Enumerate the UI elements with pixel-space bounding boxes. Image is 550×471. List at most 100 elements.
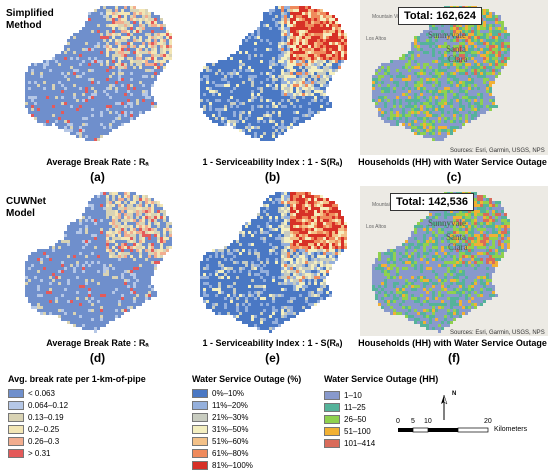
map-cell [414,108,417,111]
map-cell [266,21,269,24]
map-cell [70,57,73,60]
map-cell [317,87,320,90]
map-cell [468,42,471,45]
map-cell [82,231,85,234]
map-cell [254,129,257,132]
map-cell [257,117,260,120]
map-cell [212,111,215,114]
map-cell [251,96,254,99]
map-cell [474,24,477,27]
map-cell [236,96,239,99]
map-cell [79,231,82,234]
map-cell [299,102,302,105]
map-cell [384,87,387,90]
map-cell [206,78,209,81]
map-cell [230,81,233,84]
map-cell [64,123,67,126]
map-cell [429,90,432,93]
map-cell [480,72,483,75]
map-cell [37,105,40,108]
map-cell [127,99,130,102]
map-cell [148,57,151,60]
map-cell [420,84,423,87]
map-cell [477,105,480,108]
map-cell [103,129,106,132]
map-cell [94,138,97,141]
map-cell [284,36,287,39]
map-cell [402,120,405,123]
map-cell [477,39,480,42]
map-cell [61,123,64,126]
map-cell [423,114,426,117]
map-cell [151,51,154,54]
map-cell [118,246,121,249]
map-cell [112,201,115,204]
map-cell [329,75,332,78]
map-cell [266,60,269,63]
map-cell [438,120,441,123]
map-cell [115,15,118,18]
map-cell [160,18,163,21]
map-cell [269,123,272,126]
map-cell [492,12,495,15]
map-cell [290,75,293,78]
map-cell [145,90,148,93]
map-cell [480,75,483,78]
map-cell [166,219,169,222]
map-cell [426,57,429,60]
map-cell [450,27,453,30]
map-cell [302,99,305,102]
map-cell [145,66,148,69]
map-cell [236,123,239,126]
map-cell [384,102,387,105]
map-cell [215,75,218,78]
map-cell [396,63,399,66]
map-cell [305,81,308,84]
map-cell [411,51,414,54]
map-cell [438,135,441,138]
map-cell [492,105,495,108]
map-cell [429,33,432,36]
map-cell [82,108,85,111]
map-cell [251,72,254,75]
map-cell [435,33,438,36]
map-cell [263,135,266,138]
map-cell [109,126,112,129]
map-cell [405,81,408,84]
map-cell [97,69,100,72]
row-label-cuwnet: CUWNet Model [6,196,46,219]
map-cell [257,36,260,39]
map-cell [130,114,133,117]
map-cell [411,123,414,126]
map-cell [91,111,94,114]
map-cell [28,105,31,108]
map-cell [64,69,67,72]
map-cell [139,57,142,60]
map-cell [109,114,112,117]
map-cell [257,63,260,66]
map-cell [296,30,299,33]
map-cell [139,96,142,99]
map-cell [82,84,85,87]
map-cell [97,93,100,96]
map-cell [495,75,498,78]
map-cell [218,123,221,126]
map-cell [34,90,37,93]
map-cell [130,234,133,237]
map-cell [507,45,510,48]
map-cell [245,72,248,75]
map-cell [109,231,112,234]
map-cell [501,45,504,48]
map-cell [115,60,118,63]
map-cell [435,105,438,108]
map-cell [248,42,251,45]
map-cell [378,96,381,99]
map-cell [157,27,160,30]
map-cell [233,81,236,84]
map-cell [441,66,444,69]
map-cell [435,57,438,60]
map-cell [326,48,329,51]
map-cell [423,48,426,51]
map-cell [254,126,257,129]
map-cell [103,240,106,243]
